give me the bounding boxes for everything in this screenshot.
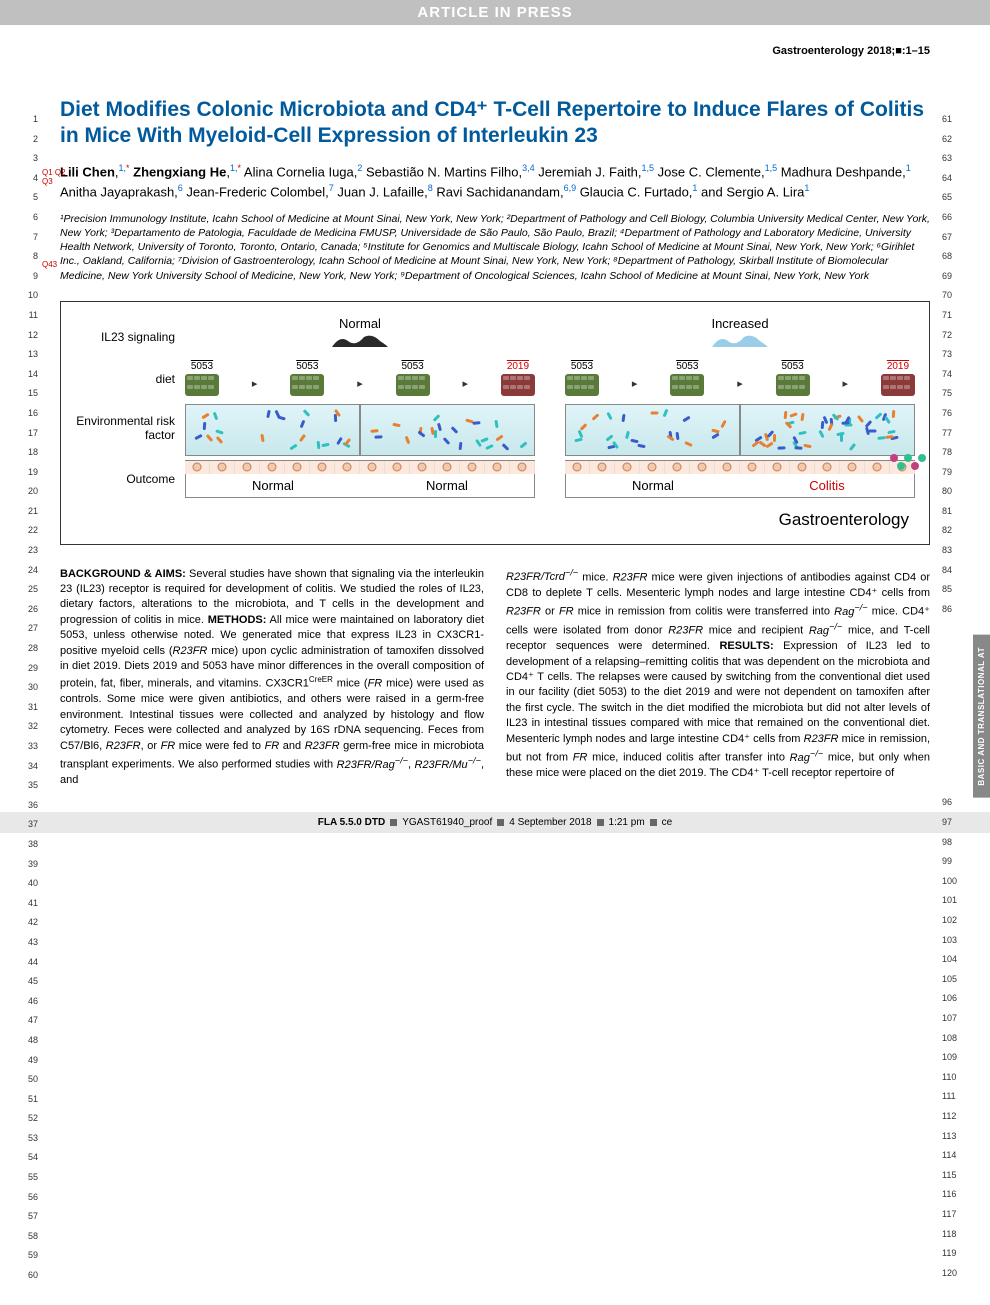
figure-journal-label: Gastroenterology (75, 510, 915, 530)
section-side-tab: BASIC AND TRANSLATIONAL AT (973, 635, 990, 798)
fig-label-il23: IL23 signaling (75, 330, 185, 344)
query-mark-q43: Q43 (42, 260, 57, 269)
fig-label-diet: diet (75, 372, 185, 386)
panel-header-increased: Increased (565, 316, 915, 352)
affiliations: ¹Precision Immunology Institute, Icahn S… (60, 212, 930, 283)
graphical-abstract-figure: IL23 signaling Normal Increased (60, 301, 930, 545)
abstract-column-left: BACKGROUND & AIMS: Several studies have … (60, 567, 484, 789)
line-numbers-right: 6162636465666768697071727374757677787980… (942, 110, 966, 1283)
abstract-column-right: R23FR/Tcrd−/− mice. R23FR mice were give… (506, 567, 930, 789)
line-numbers-left: 1234567891011121314151617181920212223242… (18, 110, 38, 1286)
journal-citation: Gastroenterology 2018;■:1–15 (0, 45, 990, 57)
author-list: Lili Chen,1,* Zhengxiang He,1,* Alina Co… (60, 162, 930, 202)
fig-label-env: Environmental risk factor (75, 414, 185, 442)
article-title: Diet Modifies Colonic Microbiota and CD4… (60, 97, 930, 150)
query-mark-q1-q2-q3: Q1 Q2Q3 (42, 168, 66, 186)
panel-header-normal: Normal (185, 316, 535, 352)
fig-label-outcome: Outcome (75, 472, 185, 486)
page-footer: FLA 5.5.0 DTDYGAST61940_proof4 September… (0, 812, 990, 833)
abstract: BACKGROUND & AIMS: Several studies have … (60, 567, 930, 789)
article-in-press-banner: ARTICLE IN PRESS (0, 0, 990, 25)
